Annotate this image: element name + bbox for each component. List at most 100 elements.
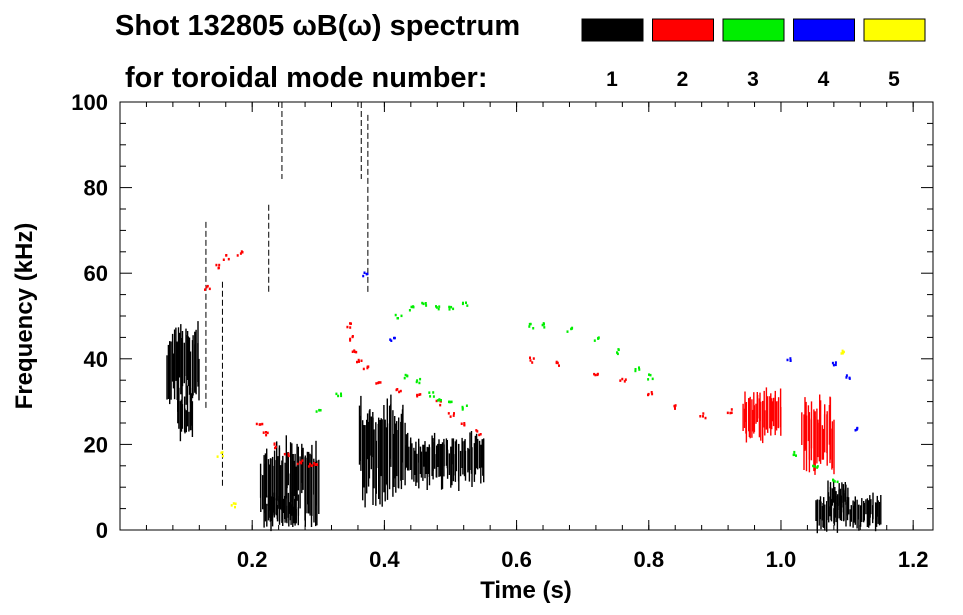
spectrum-point-n=3-7 bbox=[418, 381, 421, 385]
spectrum-blob-n=1-3 bbox=[281, 499, 283, 523]
x-tick-label-0.8: 0.8 bbox=[633, 547, 664, 572]
spectrum-blob-n=1-6 bbox=[815, 500, 817, 521]
spectrum-point-n=2-11 bbox=[366, 366, 369, 370]
spectrum-blob-n=1-5 bbox=[480, 444, 482, 484]
spectrum-blob-n=1-5 bbox=[455, 439, 458, 472]
spectrum-point-n=2-20 bbox=[556, 361, 559, 365]
spectrum-blob-n=1-5 bbox=[404, 445, 407, 470]
axes: 0.2 0.4 0.6 0.8 1.0 1.2 0 20 40 60 80 100 bbox=[71, 90, 933, 572]
spectrum-point-n=3-5 bbox=[461, 302, 464, 306]
spectrum-blob-n=1-7 bbox=[834, 490, 836, 504]
legend-label-2: 2 bbox=[677, 68, 689, 91]
spectrum-blob-n=1-4 bbox=[384, 419, 386, 502]
spectrum-point-n=2-3 bbox=[287, 452, 290, 456]
spectrum-blob-n=1-2 bbox=[313, 461, 315, 523]
spectrum-point-n=2-6 bbox=[313, 462, 316, 465]
spectrum-point-n=3-9 bbox=[440, 399, 442, 402]
spectrum-blob-n=1-5 bbox=[426, 446, 428, 490]
spectrum-blob-n=1-2 bbox=[268, 464, 270, 511]
spectrum-point-n=2-28 bbox=[222, 258, 225, 261]
spectrum-blob-n=2-0 bbox=[817, 419, 819, 458]
spectrum-point-n=3-7 bbox=[415, 380, 418, 384]
spectrum-blob-n=1-7 bbox=[827, 480, 829, 502]
y-tick-label-100: 100 bbox=[71, 90, 108, 115]
spectrum-blob-n=1-4 bbox=[362, 420, 364, 501]
spectrum-blob-n=2-0 bbox=[813, 409, 815, 472]
spectrum-blob-n=1-6 bbox=[858, 504, 860, 531]
x-tick-label-0.4: 0.4 bbox=[369, 547, 400, 572]
spectrum-blob-n=1-6 bbox=[872, 492, 874, 520]
spectrum-blob-n=1-5 bbox=[428, 447, 431, 486]
spectrum-blob-n=1-6 bbox=[866, 498, 869, 527]
spectrum-point-n=2-13 bbox=[398, 390, 401, 394]
spectrum-blob-n=1-0 bbox=[198, 358, 200, 401]
spectrum-point-n=2-27 bbox=[215, 263, 218, 267]
spectrum-point-n=3-17 bbox=[638, 366, 640, 369]
spectrum-point-n=3-23 bbox=[833, 480, 836, 483]
spectrum-blob-n=1-2 bbox=[306, 451, 309, 505]
spectrum-blob-n=1-3 bbox=[294, 498, 296, 515]
spectrum-point-n=2-12 bbox=[377, 381, 380, 385]
spectrum-point-n=3-17 bbox=[634, 369, 637, 373]
spectrum-blob-n=1-5 bbox=[440, 444, 443, 490]
spectrum-point-n=4-4 bbox=[856, 426, 859, 430]
spectrum-blob-n=1-2 bbox=[286, 452, 288, 489]
spectrum-blob-n=2-1 bbox=[756, 394, 759, 419]
spectrum-blob-n=1-6 bbox=[868, 500, 870, 528]
spectrum-blob-n=1-5 bbox=[451, 451, 453, 486]
spectrum-blob-n=1-2 bbox=[287, 452, 289, 486]
spectrum-blob-n=1-5 bbox=[446, 449, 449, 479]
spectrum-point-n=3-20 bbox=[335, 392, 338, 396]
spectrum-blob-n=1-6 bbox=[826, 501, 828, 532]
spectrum-point-n=3-13 bbox=[542, 322, 545, 325]
legend-swatch-2 bbox=[652, 18, 714, 42]
spectrum-blob-n=1-2 bbox=[289, 442, 292, 502]
spectrum-point-n=2-6 bbox=[316, 463, 319, 466]
spectrum-point-n=3-9 bbox=[437, 399, 440, 402]
spectrum-point-n=3-21 bbox=[793, 453, 796, 456]
spectrum-point-n=3-11 bbox=[461, 405, 464, 409]
spectrum-point-n=3-11 bbox=[461, 408, 464, 411]
spectrum-point-n=3-2 bbox=[424, 302, 427, 305]
spectrum-point-n=2-19 bbox=[532, 357, 535, 360]
spectrum-point-n=2-26 bbox=[730, 411, 733, 414]
spectrum-point-n=2-8 bbox=[351, 335, 354, 339]
spectrum-blob-n=1-6 bbox=[834, 496, 836, 518]
spectrum-blob-n=2-0 bbox=[831, 421, 834, 468]
spectrum-point-n=2-24 bbox=[674, 404, 677, 407]
spectrum-point-n=2-22 bbox=[624, 378, 627, 381]
spectrum-blob-n=1-5 bbox=[439, 444, 441, 477]
spectrum-blob-n=1-5 bbox=[443, 444, 445, 467]
spectrum-blob-n=2-0 bbox=[833, 419, 835, 475]
spectrum-blob-n=1-5 bbox=[432, 438, 434, 471]
spectrum-blob-n=1-3 bbox=[297, 494, 300, 516]
spectrum-blob-n=1-5 bbox=[469, 432, 471, 470]
spectrum-blob-n=1-0 bbox=[171, 333, 174, 382]
spectrum-point-n=3-20 bbox=[337, 394, 340, 398]
spectrum-blob-n=1-5 bbox=[473, 443, 476, 482]
spectrum-point-n=2-15 bbox=[439, 403, 442, 407]
spectrum-blob-n=1-6 bbox=[880, 495, 882, 525]
spectrum-blob-n=1-4 bbox=[366, 419, 368, 494]
spectrum-blob-n=1-6 bbox=[836, 502, 839, 533]
spectrum-point-n=5-2 bbox=[216, 455, 219, 458]
spectrum-point-n=4-4 bbox=[854, 429, 857, 432]
chart-title-line2: for toroidal mode number: bbox=[125, 62, 488, 94]
spectrum-blob-n=2-0 bbox=[819, 394, 821, 458]
spectrum-blob-n=1-5 bbox=[405, 434, 407, 468]
spectrum-blob-n=1-4 bbox=[394, 416, 396, 479]
spectrum-blob-n=1-0 bbox=[175, 327, 177, 381]
spectrum-blob-n=2-1 bbox=[759, 392, 761, 422]
spectrum-blob-n=1-1 bbox=[181, 404, 184, 429]
spectrum-blob-n=1-4 bbox=[381, 419, 383, 507]
spectrum-point-n=2-30 bbox=[206, 284, 209, 288]
spectrum-blob-n=2-1 bbox=[769, 396, 771, 429]
spectrum-point-n=4-1 bbox=[789, 357, 792, 360]
spectrum-point-n=3-10 bbox=[448, 400, 450, 404]
spectrum-blob-n=1-6 bbox=[853, 501, 856, 521]
spectrum-point-n=2-27 bbox=[218, 263, 221, 267]
spectrum-blob-n=1-7 bbox=[829, 482, 832, 500]
spectrum-blob-n=1-0 bbox=[183, 342, 185, 384]
spectrum-blob-n=1-5 bbox=[427, 447, 429, 474]
spectrum-point-n=3-19 bbox=[318, 409, 321, 412]
